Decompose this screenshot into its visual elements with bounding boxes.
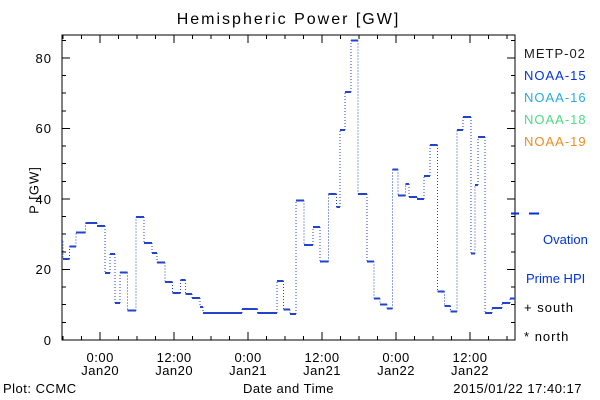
y-tick-label: 60: [35, 121, 52, 137]
legend-north: * north: [524, 329, 569, 344]
legend-south: + south: [524, 300, 574, 315]
asterisk-marker-icon: *: [524, 329, 531, 344]
x-tick-label: 12:00 Jan22: [438, 351, 502, 377]
legend-satellites: METP-02 NOAA-15 NOAA-16 NOAA-18 NOAA-19: [524, 46, 587, 156]
x-tick-label: 12:00 Jan21: [290, 351, 354, 377]
x-tick-time: 0:00: [86, 350, 114, 365]
legend-satellite-noaa-19: NOAA-19: [524, 134, 587, 149]
legend-satellite-noaa-16: NOAA-16: [524, 90, 587, 105]
x-tick-date: Jan20: [155, 363, 194, 378]
ovation-label-line1: Ovation: [543, 232, 588, 247]
legend-satellite-metp-02: METP-02: [524, 46, 586, 61]
x-tick-label: 0:00 Jan22: [364, 351, 428, 377]
y-tick-label: 20: [35, 262, 52, 278]
y-tick-label: 0: [43, 333, 52, 348]
y-tick-label: 40: [35, 191, 52, 207]
legend-satellite-noaa-15: NOAA-15: [524, 68, 587, 83]
hpi-step-connectors: [62, 40, 511, 314]
legend-satellite-noaa-18: NOAA-18: [524, 112, 587, 127]
x-tick-date: Jan21: [229, 363, 268, 378]
x-tick-date: Jan21: [303, 363, 342, 378]
plot-timestamp: 2015/01/22 17:40:17: [453, 381, 582, 396]
x-axis-label: Date and Time: [242, 381, 335, 396]
x-tick-label: 0:00 Jan21: [216, 351, 280, 377]
x-tick-time: 0:00: [382, 350, 410, 365]
hpi-step-line: [62, 39, 515, 315]
x-tick-time: 0:00: [234, 350, 262, 365]
plus-marker-icon: +: [524, 300, 533, 315]
x-tick-label: 0:00 Jan20: [68, 351, 132, 377]
south-label: south: [537, 300, 575, 315]
chart-title: Hemispheric Power [GW]: [176, 11, 401, 28]
x-tick-time: 12:00: [156, 350, 192, 365]
plot-box: [61, 34, 516, 341]
axis-ticks: [62, 35, 515, 340]
x-tick-time: 12:00: [452, 350, 488, 365]
x-tick-label: 12:00 Jan20: [142, 351, 206, 377]
legend-ovation: Ovation Prime HPI: [526, 207, 600, 311]
x-tick-time: 12:00: [304, 350, 340, 365]
y-tick-label: 80: [35, 50, 52, 66]
north-label: north: [534, 329, 570, 344]
x-tick-date: Jan22: [451, 363, 489, 378]
x-tick-date: Jan22: [377, 363, 415, 378]
ovation-label-line2: Prime HPI: [526, 271, 586, 286]
plot-source: Plot: CCMC: [3, 381, 77, 396]
x-tick-date: Jan20: [81, 363, 120, 378]
